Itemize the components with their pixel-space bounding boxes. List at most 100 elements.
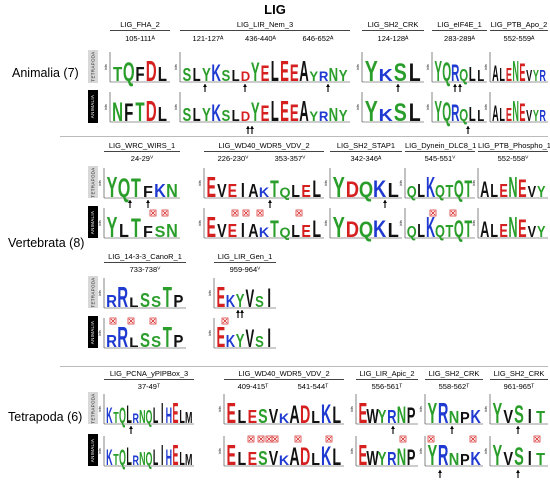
position-arrow-head	[516, 426, 520, 429]
logo-residue: Y	[251, 98, 260, 127]
logo-residue: I	[267, 324, 271, 353]
logo-residue: L	[232, 68, 240, 85]
position-arrow-head	[458, 84, 462, 87]
logo-residue: E	[227, 398, 237, 430]
logo-residue: R	[387, 407, 397, 428]
logo-residue: L	[158, 103, 167, 126]
logo-residue: Q	[119, 403, 126, 428]
logo-residue: K	[154, 180, 166, 201]
row-tag-animalia: ANIMALIA	[88, 90, 98, 123]
logo-residue: S	[255, 294, 264, 311]
logo-residue: E	[248, 448, 257, 469]
motif-underline	[425, 379, 483, 380]
logo-residue: Y	[107, 171, 118, 203]
divergence-x-icon	[243, 210, 249, 216]
group-label-tetrapoda: Tetrapoda (6)	[8, 410, 83, 424]
motif-underline	[362, 30, 424, 31]
motif-range: 558-562ᵀ	[438, 382, 470, 391]
logo-residue: V	[217, 180, 227, 201]
logo-residue: S	[222, 68, 231, 85]
position-arrow-head	[453, 84, 457, 87]
logo-residue: T	[113, 408, 119, 426]
logo-residue: S	[182, 105, 191, 126]
logo-axis-label: bits	[484, 406, 488, 412]
logo-axis-label: bits	[419, 406, 423, 412]
logo-axis-label: bits	[426, 104, 430, 110]
logo-residue: Q	[459, 107, 468, 126]
logo-residue: L	[179, 408, 184, 428]
logo-residue: A	[289, 401, 299, 429]
logo-residue: S	[140, 329, 150, 352]
logo-residue: R	[539, 66, 546, 84]
motif-underline	[490, 30, 548, 31]
logo-axis-label: bits	[208, 290, 212, 296]
divergence-x-icon	[150, 210, 156, 216]
motif-range: 556-561ᵀ	[371, 382, 403, 391]
logo-axis-label: bits	[198, 220, 202, 226]
logo-residue: A	[480, 177, 489, 201]
position-arrow-head	[128, 200, 132, 203]
motif-name: LIG_LIR_Nem_3	[236, 20, 294, 29]
logo-residue: R	[106, 332, 117, 351]
divergence-marker	[429, 209, 437, 217]
logo-residue: V	[503, 406, 513, 427]
logo-residue: R	[117, 321, 128, 353]
motif-range: 353-357ⱽ	[274, 154, 306, 163]
logo-residue: P	[460, 452, 470, 470]
logo-residue: L	[311, 451, 320, 470]
logo-residue: K	[470, 406, 481, 427]
logo-residue: K	[426, 211, 435, 243]
logo-axis-label: bits	[350, 448, 354, 454]
divergence-marker	[242, 209, 250, 217]
motif-range: 733-738ⱽ	[129, 265, 161, 274]
logo-residue: A	[299, 55, 309, 87]
logo-residue: Y	[236, 291, 245, 312]
logo-residue: K	[259, 185, 270, 201]
logo-residue: T	[464, 217, 472, 243]
position-arrow-head	[438, 470, 442, 473]
logo-residue: Y	[493, 440, 503, 471]
logo-residue: L	[153, 445, 158, 470]
position-arrow-head	[146, 200, 150, 203]
logo-residue: Y	[428, 398, 438, 429]
motif-underline	[104, 151, 180, 152]
motif-name: LIG_WD40_WDR5_VDV_2	[218, 141, 310, 150]
position-arrow-head	[203, 84, 207, 87]
motif-name: LIG_14-3-3_CanoR_1	[108, 252, 182, 261]
logo-residue: N	[139, 450, 145, 470]
position-arrow-head	[236, 310, 240, 313]
logo-residue: Y	[333, 172, 345, 204]
divergence-x-icon	[428, 436, 434, 442]
logo-residue: Y	[434, 55, 442, 88]
divergence-marker	[399, 435, 407, 443]
logo-axis-label: bits	[174, 104, 178, 110]
logo-residue: T	[131, 213, 141, 243]
logo-residue: K	[279, 453, 290, 469]
logo-residue: Y	[378, 407, 387, 428]
motif-range: 226-230ⱽ	[217, 154, 249, 163]
motif-range: 545-551ⱽ	[424, 154, 456, 163]
motif-underline	[214, 262, 276, 263]
logo-residue: S	[151, 294, 161, 311]
logo-residue: V	[245, 326, 254, 354]
logo-residue: A	[289, 443, 299, 471]
logo-residue: D	[346, 219, 359, 243]
divergence-marker	[449, 209, 457, 217]
logo-axis-label: bits	[484, 448, 488, 454]
row-tag-tetrapoda: TETRAPODA	[88, 50, 98, 83]
logo-residue: E	[207, 172, 217, 204]
logo-residue: T	[536, 409, 545, 427]
divergence-x-icon	[150, 318, 156, 324]
motif-range: 959-964ⱽ	[229, 265, 261, 274]
divergence-marker	[127, 317, 135, 325]
motif-name: LIG_SH2_CRK	[428, 369, 480, 378]
divergence-marker	[221, 317, 229, 325]
logo-residue: T	[270, 216, 279, 243]
motif-name: LIG_Dynein_DLC8_1	[405, 141, 477, 150]
position-arrow-head	[391, 426, 395, 429]
logo-residue: T	[163, 321, 172, 353]
logo-residue: L	[237, 406, 246, 427]
logo-residue: Y	[107, 211, 118, 243]
motif-name: LIG_SH2_CRK	[367, 20, 419, 29]
